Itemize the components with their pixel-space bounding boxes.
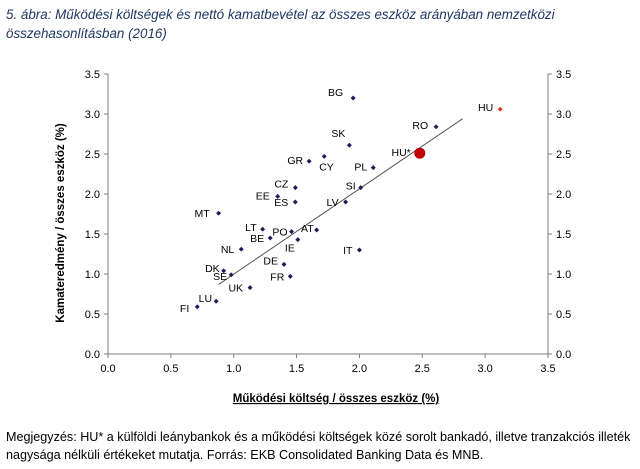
- trendline: [218, 118, 463, 285]
- y-tick-label: 1.5: [85, 229, 100, 241]
- label-hu-star: HU*: [392, 147, 411, 159]
- label-fi: FI: [180, 303, 189, 315]
- label-dk: DK: [205, 263, 220, 275]
- point-ee: [275, 193, 281, 199]
- point-gr: [306, 158, 312, 164]
- x-tick-label: 3.5: [540, 363, 555, 375]
- point-it: [356, 247, 362, 253]
- point-dk: [221, 268, 227, 274]
- label-hu: HU: [478, 102, 493, 114]
- x-tick-label: 1.0: [226, 363, 241, 375]
- point-se: [228, 272, 234, 278]
- label-ee: EE: [256, 190, 270, 202]
- label-ro: RO: [412, 120, 428, 132]
- x-tick-label: 3.0: [477, 363, 492, 375]
- point-nl: [238, 246, 244, 252]
- chart-title: 5. ábra: Működési költségek és nettó kam…: [6, 7, 555, 41]
- point-labels: BG HU RO SK HU* GR CY PL CZ SI EE ES LV MT LT PO AT BE IE N…: [180, 87, 493, 315]
- point-sk: [346, 142, 352, 148]
- point-cy: [321, 153, 327, 159]
- label-fr: FR: [270, 271, 284, 283]
- label-pl: PL: [354, 162, 367, 174]
- y-tick-label-right: 1.0: [556, 269, 571, 281]
- y-axis-label: Kamateredmény / összes eszköz (%): [55, 123, 67, 323]
- label-gr: GR: [287, 155, 303, 167]
- scatter-chart: 0.0 0.00.5 0.51.0 1.01.5 1.52.0 2.02.5 2.53.0 3…: [55, 69, 572, 405]
- label-de: DE: [263, 255, 278, 267]
- label-sk: SK: [331, 128, 345, 140]
- footnote: Megjegyzés: HU* a külföldi leánybankok é…: [6, 430, 631, 462]
- label-uk: UK: [228, 283, 243, 295]
- x-tick-label: 0.5: [163, 363, 178, 375]
- label-be: BE: [250, 233, 264, 245]
- label-lu: LU: [199, 293, 212, 305]
- tick-labels: 0.0 0.00.5 0.51.0 1.01.5 1.52.0 2.02.5 2.53.0 3…: [85, 69, 572, 375]
- label-it: IT: [343, 245, 353, 257]
- point-at: [314, 227, 320, 233]
- y-tick-label-right: 0.5: [556, 309, 571, 321]
- point-lt: [260, 226, 266, 232]
- x-axis-label: Működési költség / összes eszköz (%): [233, 393, 440, 405]
- y-tick-label-right: 2.5: [556, 149, 571, 161]
- point-cz: [292, 185, 298, 191]
- y-tick-label: 2.5: [85, 149, 100, 161]
- point-lu: [213, 298, 219, 304]
- point-es: [292, 199, 298, 205]
- label-bg: BG: [328, 87, 343, 99]
- point-mt: [216, 210, 222, 216]
- label-se: SE: [213, 271, 227, 283]
- y-tick-label: 2.0: [85, 189, 100, 201]
- point-fr: [287, 273, 293, 279]
- point-hu: [497, 106, 503, 112]
- label-lt: LT: [245, 222, 257, 234]
- y-tick-label-right: 3.5: [556, 69, 571, 81]
- point-fi: [194, 304, 200, 310]
- point-po: [289, 229, 295, 235]
- point-si: [358, 185, 364, 191]
- label-nl: NL: [221, 244, 235, 256]
- y-tick-label-right: 0.0: [556, 349, 571, 361]
- label-ie: IE: [285, 243, 295, 255]
- label-cy: CY: [319, 161, 334, 173]
- label-at: AT: [301, 223, 314, 235]
- y-tick-label-right: 3.0: [556, 109, 571, 121]
- point-ro: [433, 124, 439, 130]
- point-be: [267, 235, 273, 241]
- point-lv: [343, 199, 349, 205]
- y-tick-label: 0.0: [85, 349, 100, 361]
- point-bg: [350, 95, 356, 101]
- point-pl: [370, 165, 376, 171]
- point-hu-star: [414, 147, 426, 159]
- data-points: [194, 95, 503, 310]
- label-si: SI: [346, 181, 356, 193]
- x-tick-label: 1.5: [289, 363, 304, 375]
- chart-axes: [104, 73, 552, 358]
- point-uk: [247, 285, 253, 291]
- label-lv: LV: [327, 197, 339, 209]
- label-es: ES: [274, 197, 288, 209]
- y-tick-label: 1.0: [85, 269, 100, 281]
- label-po: PO: [272, 227, 287, 239]
- y-tick-label: 3.0: [85, 109, 100, 121]
- label-cz: CZ: [274, 179, 289, 191]
- y-tick-label: 3.5: [85, 69, 100, 81]
- y-tick-label-right: 1.5: [556, 229, 571, 241]
- y-tick-label: 0.5: [85, 309, 100, 321]
- x-tick-label: 2.5: [415, 363, 430, 375]
- x-tick-label: 0.0: [100, 363, 115, 375]
- y-tick-label-right: 2.0: [556, 189, 571, 201]
- point-ie: [295, 237, 301, 243]
- x-tick-label: 2.0: [352, 363, 367, 375]
- label-mt: MT: [194, 208, 210, 220]
- point-de: [281, 261, 287, 267]
